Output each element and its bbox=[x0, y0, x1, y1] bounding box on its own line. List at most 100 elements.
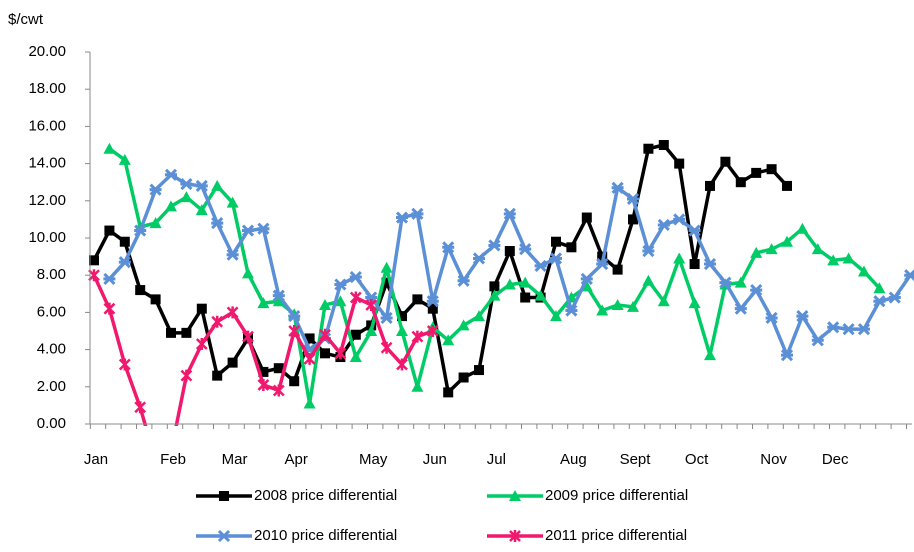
point bbox=[674, 158, 685, 169]
y-tick-label: 2.00 bbox=[37, 378, 66, 395]
point bbox=[735, 177, 746, 188]
point bbox=[442, 241, 455, 254]
point bbox=[273, 363, 284, 374]
y-tick-label: 18.00 bbox=[28, 80, 66, 97]
point bbox=[504, 246, 515, 257]
point bbox=[289, 376, 300, 387]
point bbox=[288, 310, 301, 323]
point bbox=[349, 351, 362, 363]
point bbox=[380, 341, 393, 354]
point bbox=[842, 252, 855, 264]
point bbox=[873, 282, 886, 294]
point bbox=[765, 311, 778, 325]
point bbox=[288, 325, 301, 337]
legend-label: 2011 price differential bbox=[545, 527, 687, 544]
legend-marker bbox=[217, 529, 231, 543]
point bbox=[642, 244, 655, 258]
point bbox=[750, 246, 763, 258]
point bbox=[164, 168, 178, 181]
x-tick-label: Dec bbox=[822, 451, 849, 468]
point bbox=[180, 177, 193, 191]
point bbox=[596, 304, 609, 316]
point bbox=[720, 156, 731, 167]
point bbox=[474, 365, 484, 376]
point bbox=[181, 327, 192, 338]
point bbox=[503, 207, 516, 220]
y-tick-label: 12.00 bbox=[28, 192, 66, 209]
point bbox=[888, 291, 901, 304]
point bbox=[534, 259, 547, 272]
point bbox=[827, 321, 840, 334]
y-tick-label: 16.00 bbox=[28, 117, 66, 134]
point bbox=[642, 274, 655, 286]
point bbox=[596, 257, 609, 271]
point bbox=[842, 323, 855, 336]
point bbox=[350, 329, 361, 340]
point bbox=[457, 319, 470, 331]
point bbox=[195, 204, 208, 216]
point bbox=[380, 311, 393, 325]
point bbox=[349, 291, 362, 304]
y-tick-label: 4.00 bbox=[37, 341, 66, 358]
point bbox=[811, 243, 824, 255]
point bbox=[257, 297, 270, 309]
point bbox=[612, 264, 623, 275]
point bbox=[796, 310, 809, 323]
point bbox=[149, 217, 162, 229]
point bbox=[319, 328, 331, 341]
point bbox=[673, 252, 686, 264]
point bbox=[242, 330, 254, 343]
point bbox=[734, 276, 747, 288]
point bbox=[519, 276, 532, 288]
point bbox=[257, 222, 270, 235]
point bbox=[689, 259, 700, 270]
point bbox=[180, 369, 193, 382]
point bbox=[781, 235, 793, 247]
point bbox=[411, 207, 424, 220]
x-tick-label: Apr bbox=[285, 451, 308, 468]
point bbox=[89, 255, 99, 266]
point bbox=[103, 142, 116, 154]
point bbox=[857, 323, 871, 336]
x-tick-label: Feb bbox=[160, 451, 186, 468]
point bbox=[643, 143, 654, 154]
point bbox=[134, 224, 147, 237]
point bbox=[365, 298, 378, 311]
point bbox=[241, 224, 255, 237]
point bbox=[551, 236, 561, 247]
point bbox=[226, 196, 239, 208]
point bbox=[211, 179, 224, 191]
y-tick-label: 20.00 bbox=[28, 43, 66, 60]
x-tick-label: Jun bbox=[423, 451, 447, 468]
point bbox=[396, 325, 408, 336]
point bbox=[457, 274, 470, 287]
series-line bbox=[92, 143, 789, 395]
point bbox=[704, 349, 716, 361]
point bbox=[135, 285, 146, 296]
point bbox=[211, 315, 224, 328]
x-tick-label: May bbox=[359, 451, 388, 468]
point bbox=[88, 269, 100, 282]
point bbox=[226, 248, 239, 261]
point bbox=[134, 401, 147, 414]
point bbox=[196, 303, 207, 314]
point bbox=[719, 276, 732, 289]
point bbox=[488, 289, 501, 301]
y-axis-label: $/cwt bbox=[8, 11, 44, 28]
point bbox=[796, 222, 809, 234]
point bbox=[566, 242, 577, 253]
point bbox=[150, 294, 161, 305]
point bbox=[303, 352, 316, 365]
point bbox=[119, 236, 130, 247]
point bbox=[627, 300, 639, 312]
point bbox=[581, 212, 592, 223]
point bbox=[272, 384, 285, 397]
point bbox=[873, 295, 886, 308]
point bbox=[611, 298, 624, 310]
point bbox=[242, 267, 254, 279]
point bbox=[320, 348, 330, 359]
point bbox=[118, 153, 131, 165]
point bbox=[334, 278, 347, 291]
legend-marker bbox=[219, 491, 229, 501]
